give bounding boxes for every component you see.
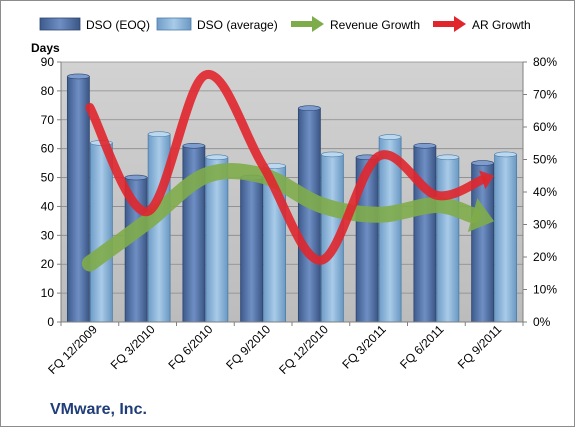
left-tick-label: 40 [41,199,55,213]
right-tick-label: 50% [533,153,557,167]
legend-label-dso-average: DSO (average) [197,18,278,32]
right-tick-label: 70% [533,88,557,102]
bar-top-dso-average [378,134,402,140]
bar-top-dso-average [321,151,344,158]
bar-top-dso-average [494,151,517,158]
ar-growth-line [85,70,487,265]
company-name: VMware, Inc. [50,401,147,418]
bar-dso-eoq [66,76,90,323]
right-axis-ticks: 0% 10% 20% 30% 40% 50% 60% 70% 80% [523,55,557,329]
legend-swatch-ar-growth [433,16,466,32]
legend-item-revenue-growth: Revenue Growth [291,16,420,32]
right-tick-label: 30% [533,218,557,232]
right-tick-label: 60% [533,120,557,134]
left-tick-label: 20 [41,257,55,271]
left-tick-label: 50 [41,171,55,185]
bar-dso-average [436,156,460,323]
bar-dso-eoq [240,177,264,323]
growth-lines-group [81,70,495,272]
legend-item-ar-growth: AR Growth [433,16,531,32]
bar-top-dso-average [147,131,171,138]
bar-top-dso-eoq [298,105,321,112]
right-tick-label: 40% [533,185,557,199]
bar-dso-eoq [297,107,321,323]
legend-label-ar-growth: AR Growth [472,18,531,32]
legend-swatch-dso-average [156,17,192,31]
bar-top-dso-average [436,154,460,161]
right-tick-label: 0% [533,315,551,329]
bar-top-dso-eoq [67,73,90,80]
bar-top-dso-eoq [124,174,148,181]
legend-item-dso-eoq: DSO (EOQ) [39,17,150,32]
right-tick-label: 10% [533,283,557,297]
legend-label-dso-eoq: DSO (EOQ) [86,18,150,32]
y-axis-label: Days [31,41,60,55]
bar-top-dso-eoq [471,160,494,166]
legend-swatch-dso-eoq [39,17,81,31]
left-tick-label: 70 [41,113,55,127]
bar-top-dso-average [205,154,229,161]
bar-dso-average [89,142,113,323]
right-tick-label: 20% [533,250,557,264]
revenue-growth-line [81,163,481,272]
legend-item-dso-average: DSO (average) [156,17,278,32]
legend-swatch-revenue-growth [291,16,324,32]
left-tick-label: 30 [41,228,55,242]
bar-top-dso-eoq [182,142,206,149]
left-tick-label: 0 [47,315,54,329]
legend-label-revenue-growth: Revenue Growth [330,18,420,32]
left-tick-label: 80 [41,84,55,98]
left-axis-ticks: 0 10 20 30 40 50 60 70 80 90 [41,55,61,329]
bar-dso-eoq [413,145,437,323]
left-tick-label: 60 [41,142,55,156]
ar-growth-arrowhead [479,170,495,190]
bar-top-dso-eoq [413,142,437,149]
bar-dso-average [494,154,518,323]
left-tick-label: 10 [41,286,55,300]
left-tick-label: 90 [41,55,55,69]
legend: DSO (EOQ) DSO (average) Revenue Growth A… [39,16,531,32]
right-tick-label: 80% [533,55,557,69]
revenue-growth-arrowhead [467,198,495,233]
